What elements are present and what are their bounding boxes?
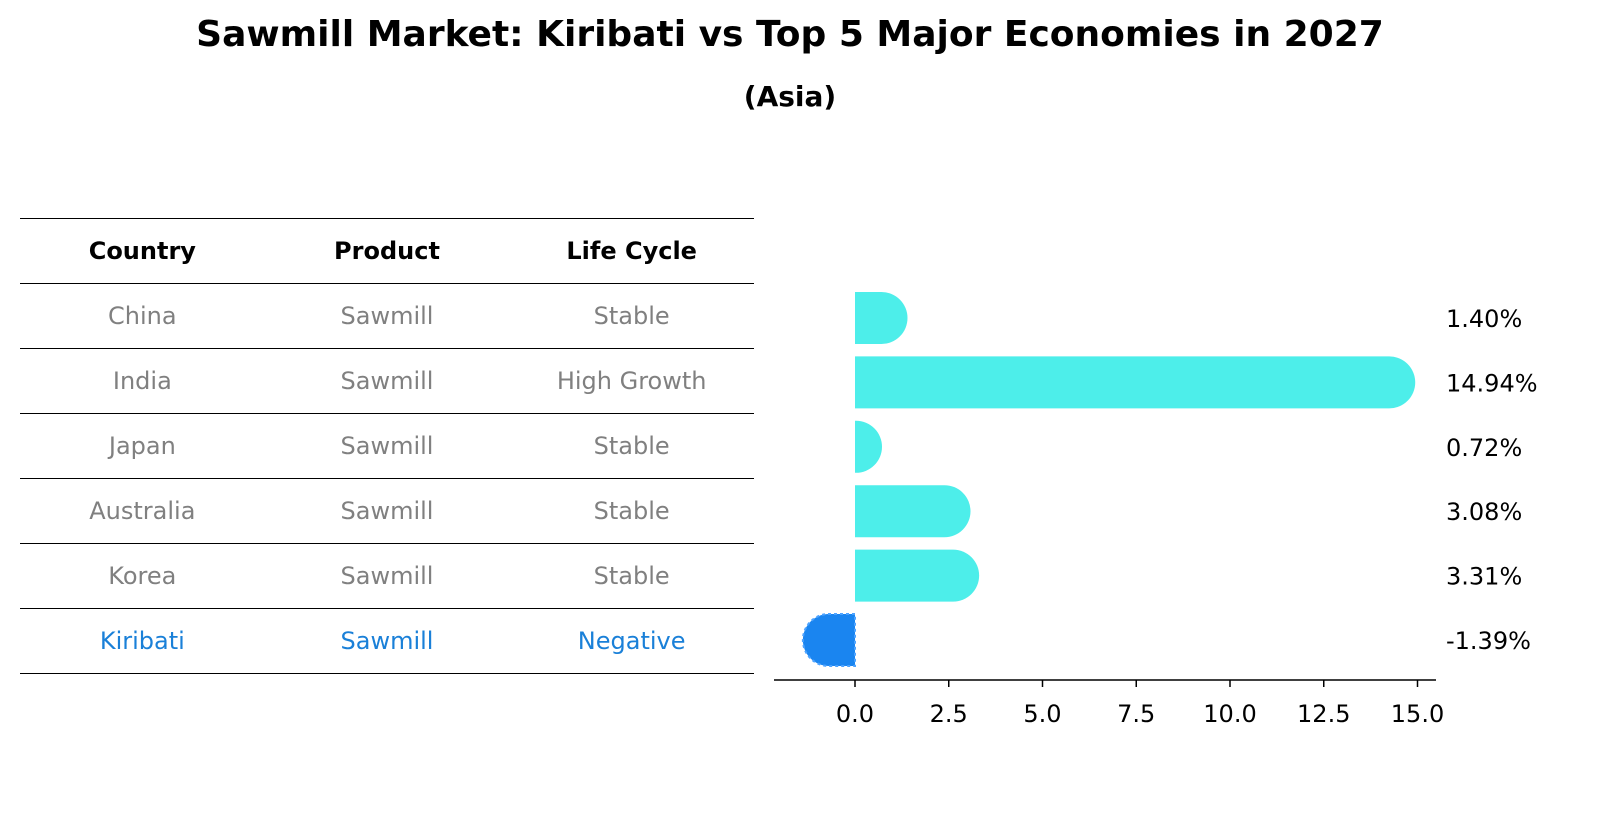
cell-product: Sawmill [264, 543, 510, 609]
x-tick-label: 7.5 [1117, 700, 1155, 728]
cell-product: Sawmill [264, 283, 510, 349]
cell-country: India [20, 348, 265, 414]
x-tick-label: 2.5 [930, 700, 968, 728]
cell-life-cycle: Negative [509, 608, 754, 674]
header-product: Product [264, 218, 510, 284]
cell-life-cycle: High Growth [509, 348, 754, 414]
bar-india [855, 356, 1416, 409]
bar-australia [855, 485, 971, 538]
chart-title: Sawmill Market: Kiribati vs Top 5 Major … [196, 14, 1384, 55]
cell-country: Japan [20, 413, 265, 479]
header-life-cycle: Life Cycle [509, 218, 754, 284]
cell-product: Sawmill [264, 478, 510, 544]
table-header-row: Country Product Life Cycle [20, 218, 754, 284]
bar-chart: 1.40% 14.94% 0.72% 3.08% 3.31% -1.39% 0.0 2.5 5.… [774, 292, 1538, 728]
x-tick-label: 10.0 [1203, 700, 1256, 728]
x-tick-label: 12.5 [1297, 700, 1350, 728]
cell-product: Sawmill [264, 413, 510, 479]
value-label: 14.94% [1446, 369, 1538, 397]
bar-kiribati [801, 613, 856, 667]
value-label: 1.40% [1446, 305, 1522, 333]
cell-product: Sawmill [264, 348, 510, 414]
table-row: Australia Sawmill Stable [20, 478, 754, 544]
bar-china [855, 292, 908, 344]
table-row: China Sawmill Stable [20, 283, 754, 349]
country-table: Country Product Life Cycle China Sawmill… [20, 218, 754, 674]
cell-life-cycle: Stable [509, 478, 754, 544]
x-tick-label: 5.0 [1023, 700, 1061, 728]
bar-japan [855, 420, 882, 473]
cell-country: Korea [20, 543, 265, 609]
value-label: -1.39% [1446, 627, 1531, 655]
table-row-highlighted: Kiribati Sawmill Negative [20, 608, 754, 674]
cell-country: Kiribati [20, 608, 265, 674]
value-label: 0.72% [1446, 434, 1522, 462]
cell-country: Australia [20, 478, 265, 544]
cell-country: China [20, 283, 265, 349]
header-country: Country [20, 218, 265, 284]
cell-life-cycle: Stable [509, 413, 754, 479]
value-label: 3.31% [1446, 563, 1522, 591]
chart-subtitle: (Asia) [743, 80, 837, 113]
x-tick-label: 0.0 [836, 700, 874, 728]
table-row: India Sawmill High Growth [20, 348, 754, 414]
table-row: Korea Sawmill Stable [20, 543, 754, 609]
table-row: Japan Sawmill Stable [20, 413, 754, 479]
bar-korea [855, 549, 980, 602]
cell-product: Sawmill [264, 608, 510, 674]
cell-life-cycle: Stable [509, 543, 754, 609]
x-tick-label: 15.0 [1391, 700, 1444, 728]
value-label: 3.08% [1446, 498, 1522, 526]
cell-life-cycle: Stable [509, 283, 754, 349]
